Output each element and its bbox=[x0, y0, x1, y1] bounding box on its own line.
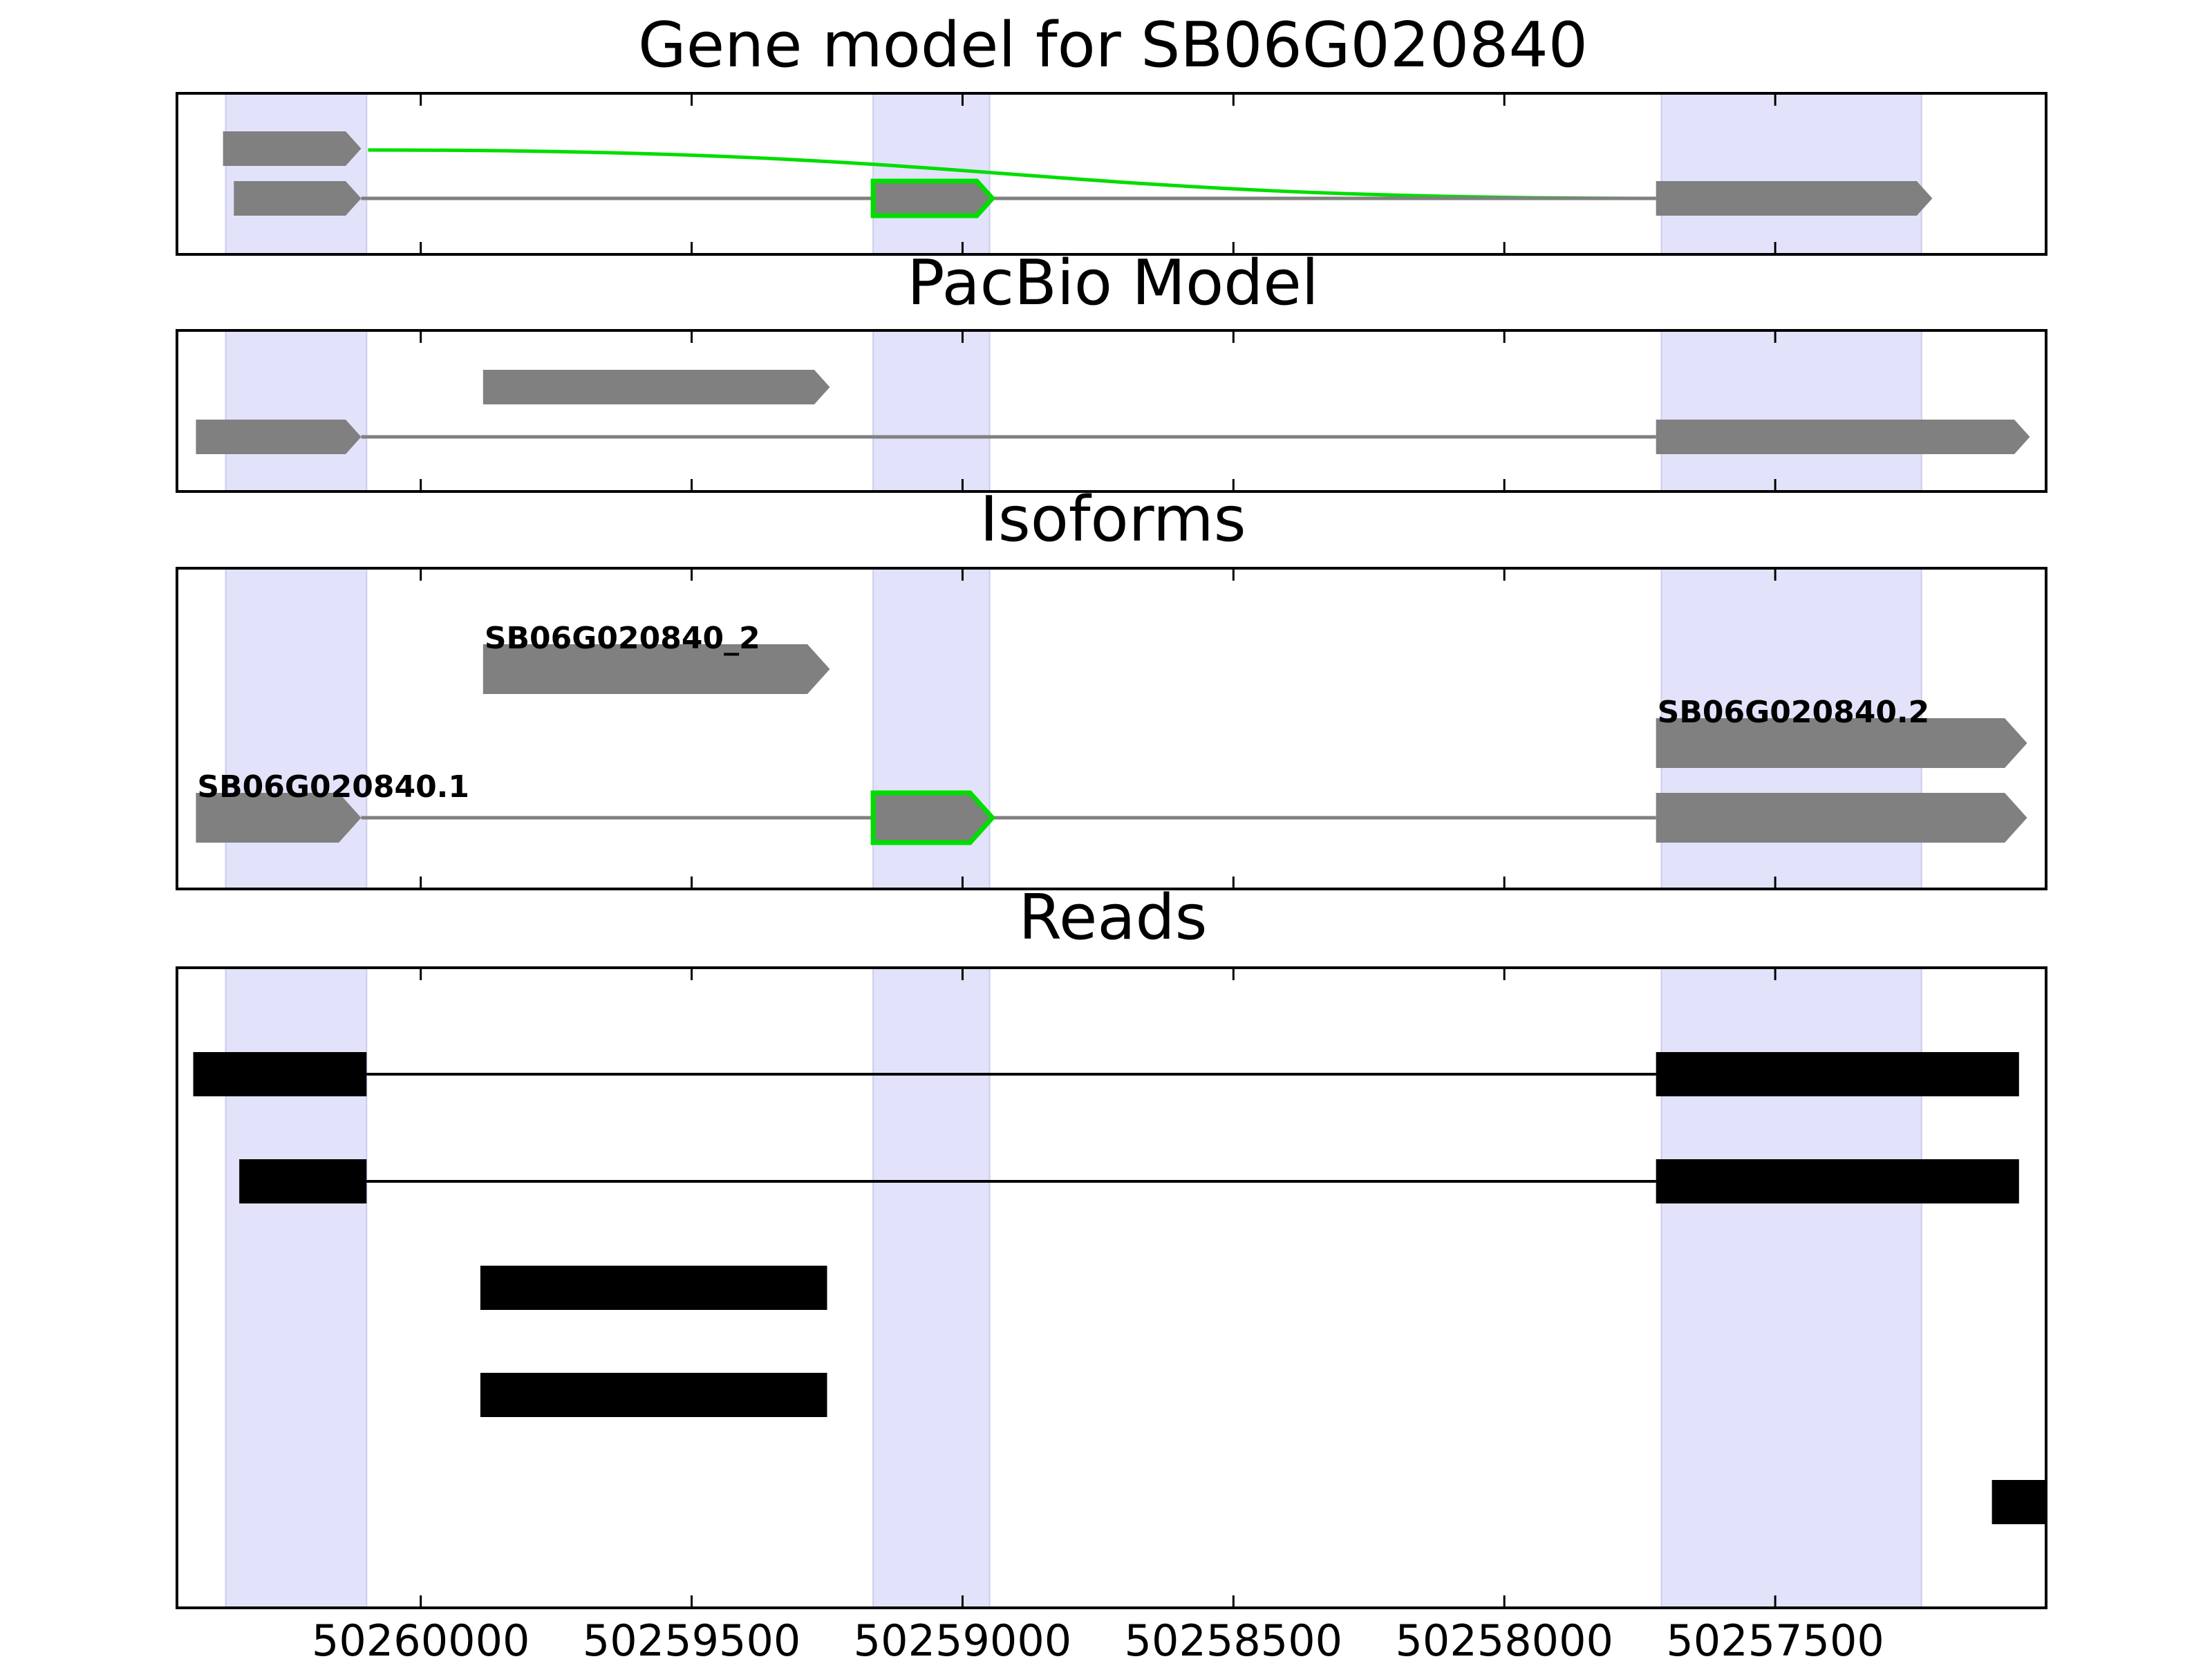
panel-frame bbox=[176, 567, 2047, 890]
shaded-region bbox=[1660, 330, 1922, 491]
track-reads-2 bbox=[480, 1266, 827, 1310]
exon-block bbox=[1656, 793, 2027, 843]
junction-curve bbox=[368, 148, 1656, 200]
panel-frame bbox=[176, 92, 2047, 256]
read-block bbox=[1656, 1052, 2019, 1096]
isoforms-panel-title: Isoforms bbox=[980, 483, 1246, 556]
exon-highlighted bbox=[870, 790, 996, 845]
isoform-label: SB06G020840.1 bbox=[197, 769, 469, 805]
exon-block bbox=[196, 793, 362, 843]
x-tick-label: 50259000 bbox=[854, 1615, 1072, 1659]
panel-contents bbox=[196, 568, 2027, 889]
panel-frame bbox=[176, 966, 2047, 1609]
track-reads-0 bbox=[193, 1052, 2019, 1096]
x-tick-labels: 50260000 50259500 50259000 50258500 50258000… bbox=[312, 1615, 1884, 1659]
track-pacbio-model-0 bbox=[482, 370, 830, 404]
pacbio-panel-title: PacBio Model bbox=[907, 247, 1319, 319]
read-block bbox=[1656, 1159, 2019, 1203]
track-reads-1 bbox=[239, 1159, 2019, 1203]
x-tick-label: 50260000 bbox=[312, 1615, 530, 1659]
exon-block bbox=[234, 181, 362, 216]
track-reads-4 bbox=[1991, 1480, 2046, 1524]
panel-pacbio-model bbox=[176, 329, 2047, 493]
track-reads-3 bbox=[480, 1373, 827, 1417]
exon-highlighted bbox=[870, 178, 996, 218]
isoform-label: SB06G020840_2 bbox=[485, 621, 760, 656]
panel-isoforms: SB06G020840_2 SB06G020840.2 SB06G020840.1 bbox=[176, 567, 2047, 890]
read-block bbox=[239, 1159, 367, 1203]
panels-layer: SB06G020840_2 SB06G020840.2 SB06G020840.1 bbox=[176, 92, 2047, 1609]
track-pacbio-model-1 bbox=[196, 420, 2030, 454]
track-gene-model-0 bbox=[223, 131, 1656, 200]
exon-block bbox=[1656, 181, 1933, 216]
track-isoforms-1 bbox=[1656, 718, 2027, 768]
shaded-region bbox=[225, 330, 368, 491]
shaded-region bbox=[225, 93, 368, 254]
main-title: Gene model for SB06G020840 bbox=[638, 9, 1588, 82]
track-gene-model-1 bbox=[234, 178, 1933, 218]
x-tick-label: 50258500 bbox=[1125, 1615, 1343, 1659]
panel-contents bbox=[223, 93, 1933, 254]
track-isoforms-0 bbox=[482, 644, 830, 694]
read-block bbox=[1991, 1480, 2046, 1524]
panel-reads bbox=[176, 966, 2047, 1609]
x-tick-label: 50259500 bbox=[583, 1615, 801, 1659]
exon-block bbox=[482, 370, 830, 404]
isoform-label: SB06G020840.2 bbox=[1658, 695, 1930, 730]
panel-frame bbox=[176, 329, 2047, 493]
x-tick-label: 50257500 bbox=[1666, 1615, 1884, 1659]
shaded-region bbox=[872, 93, 991, 254]
panel-contents bbox=[196, 330, 2030, 491]
exon-block bbox=[482, 644, 830, 694]
exon-block bbox=[1656, 420, 2030, 454]
exon-block bbox=[196, 420, 362, 454]
panel-gene-model bbox=[176, 92, 2047, 256]
exon-block bbox=[1656, 718, 2027, 768]
shaded-region bbox=[1660, 93, 1922, 254]
panel-contents bbox=[193, 968, 2046, 1608]
read-block bbox=[480, 1266, 827, 1310]
exon-block bbox=[223, 131, 362, 166]
x-tick-label: 50258000 bbox=[1395, 1615, 1613, 1659]
read-block bbox=[480, 1373, 827, 1417]
read-block bbox=[193, 1052, 367, 1096]
reads-panel-title: Reads bbox=[1018, 881, 1207, 954]
shaded-region bbox=[872, 330, 991, 491]
shaded-region bbox=[872, 968, 991, 1608]
track-isoforms-2 bbox=[196, 790, 2027, 845]
